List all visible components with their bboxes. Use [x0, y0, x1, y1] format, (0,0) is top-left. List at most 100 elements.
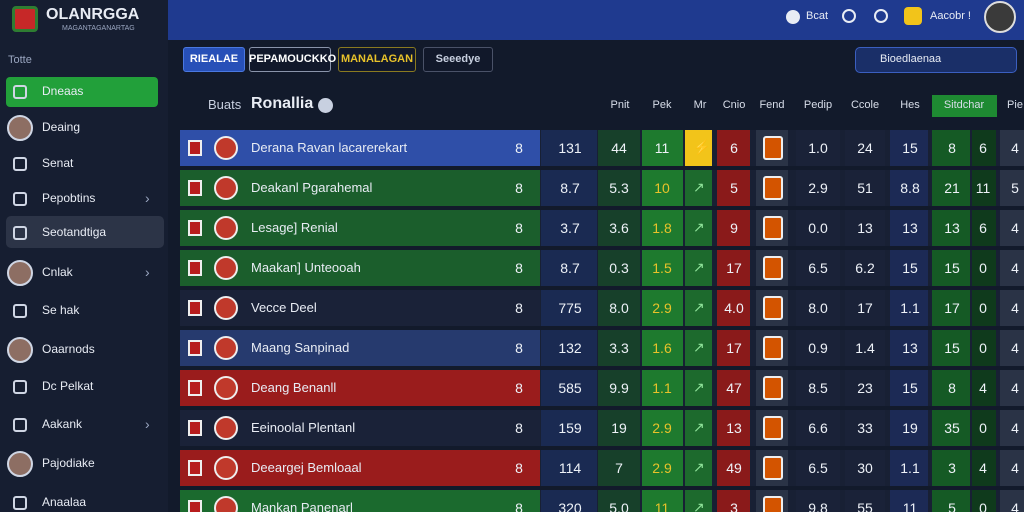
tab-label[interactable]: Seeedye	[435, 53, 481, 65]
club-badge	[763, 296, 783, 320]
column-header[interactable]: Hes	[900, 99, 920, 111]
cell-bg	[1000, 330, 1024, 366]
team-name[interactable]: Eeinoolal Plentanl	[251, 420, 356, 435]
cell-value: 5	[730, 180, 738, 196]
cell-bg	[541, 290, 597, 326]
column-header[interactable]: Pedip	[803, 99, 833, 111]
team-name[interactable]: Mankan Panenarl	[251, 500, 353, 512]
icon[interactable]	[842, 9, 856, 23]
cell-bg	[932, 450, 970, 486]
user-label[interactable]: Bcat	[806, 10, 829, 22]
nav-item[interactable]: Pepobtins	[42, 191, 96, 205]
avatar[interactable]	[984, 1, 1016, 33]
cell-bg	[972, 490, 996, 512]
brand-subtitle: MAGANTAGANARTAG	[62, 25, 135, 32]
tab[interactable]	[423, 47, 493, 72]
column-header[interactable]: Pnit	[610, 99, 630, 111]
row-name-bg	[180, 290, 540, 326]
nav-item[interactable]: Oaarnods	[42, 342, 95, 356]
cell-value: 114	[558, 460, 582, 476]
team-logo	[214, 296, 238, 320]
search-box[interactable]	[855, 47, 1017, 73]
cell-bg	[890, 410, 928, 446]
cell-bg	[932, 250, 970, 286]
club-badge	[763, 496, 783, 512]
tab-label[interactable]: PEPAMOUCKKO	[249, 53, 337, 65]
club-badge	[763, 216, 783, 240]
cell-value: 0	[979, 420, 987, 436]
team-logo	[214, 256, 238, 280]
nav-item[interactable]: Dneaas	[42, 84, 84, 98]
nav-item[interactable]: Pajodiake	[42, 456, 95, 470]
chevron: ›	[145, 190, 150, 206]
cell-bg	[796, 290, 840, 326]
tab[interactable]	[338, 47, 416, 72]
team-name[interactable]: Vecce Deel	[251, 300, 317, 315]
cell-value: 8	[515, 340, 523, 356]
column-header[interactable]: Fend	[759, 99, 785, 111]
cell-value: 0	[979, 300, 987, 316]
tab-label[interactable]: MANALAGAN	[340, 53, 414, 65]
club-badge	[763, 376, 783, 400]
column-header[interactable]: Mr	[693, 99, 707, 111]
nav-item[interactable]: Aakank	[42, 417, 83, 431]
column-header[interactable]: Pek	[652, 99, 672, 111]
nav-item[interactable]: Dc Pelkat	[42, 379, 94, 393]
icon[interactable]	[904, 7, 922, 25]
tab[interactable]	[183, 47, 245, 72]
cell-bg	[541, 210, 597, 246]
cell-value: 23	[857, 380, 873, 396]
team-name[interactable]: Lesage] Renial	[251, 220, 338, 235]
row-name-bg	[180, 130, 540, 166]
icon[interactable]	[874, 9, 888, 23]
nav-icon	[13, 418, 27, 432]
cell-bg	[845, 450, 885, 486]
team-name[interactable]: Derana Ravan lacarerekart	[251, 140, 408, 155]
cell-value: 0.0	[808, 220, 828, 236]
icon[interactable]	[318, 98, 333, 113]
nav-item[interactable]: Senat	[42, 156, 74, 170]
tab[interactable]	[249, 47, 331, 72]
cell-value: 1.8	[652, 220, 672, 236]
cell-value: 9	[730, 220, 738, 236]
nav-item[interactable]: Anaalaa	[42, 495, 87, 509]
tab-label[interactable]: RIEALAE	[189, 53, 239, 65]
nav-icon	[13, 496, 27, 510]
column-header[interactable]: Cnio	[722, 99, 746, 111]
nav-item[interactable]: Se hak	[42, 303, 80, 317]
cell-bg	[932, 370, 970, 406]
team-name[interactable]: Maakan] Unteooah	[251, 260, 361, 275]
cell-value: 8.5	[808, 380, 828, 396]
column-header[interactable]: Sitdchar	[943, 99, 985, 111]
team-name[interactable]: Deang Benanll	[251, 380, 337, 395]
search-text[interactable]: Bioedlaenaa	[880, 53, 942, 65]
cell-bg	[972, 130, 996, 166]
team-flag	[188, 260, 202, 276]
nav-item[interactable]: Cnlak	[42, 265, 73, 279]
cell-value: 17	[726, 260, 742, 276]
team-name[interactable]: Deeargej Bemloaal	[251, 460, 362, 475]
account[interactable]: Aacobr !	[930, 10, 971, 22]
club-badge	[763, 136, 783, 160]
row-name-bg	[180, 370, 540, 406]
nav-item[interactable]: Seotandtiga	[42, 225, 107, 239]
cell-value: 4	[1011, 460, 1019, 476]
cell-value: 8	[515, 300, 523, 316]
cell-value: 6.5	[808, 260, 828, 276]
cell-value: 4	[979, 460, 987, 476]
cell-bg	[972, 250, 996, 286]
icon[interactable]	[786, 10, 800, 24]
team-name[interactable]: Maang Sanpinad	[251, 340, 350, 355]
column-header[interactable]: Pie	[1007, 99, 1023, 111]
cell-bg	[890, 130, 928, 166]
column-header[interactable]: Ccole	[850, 99, 880, 111]
cell-value: 5	[948, 500, 956, 512]
table-title: Ronallia	[251, 95, 314, 112]
cell-value: 8	[515, 140, 523, 156]
cell-bg	[642, 210, 683, 246]
team-name[interactable]: Deakanl Pgarahemal	[251, 180, 373, 195]
cell-bg	[541, 490, 597, 512]
nav-item[interactable]: Deaing	[42, 120, 81, 134]
cell-bg	[890, 330, 928, 366]
cell-bg	[1000, 130, 1024, 166]
